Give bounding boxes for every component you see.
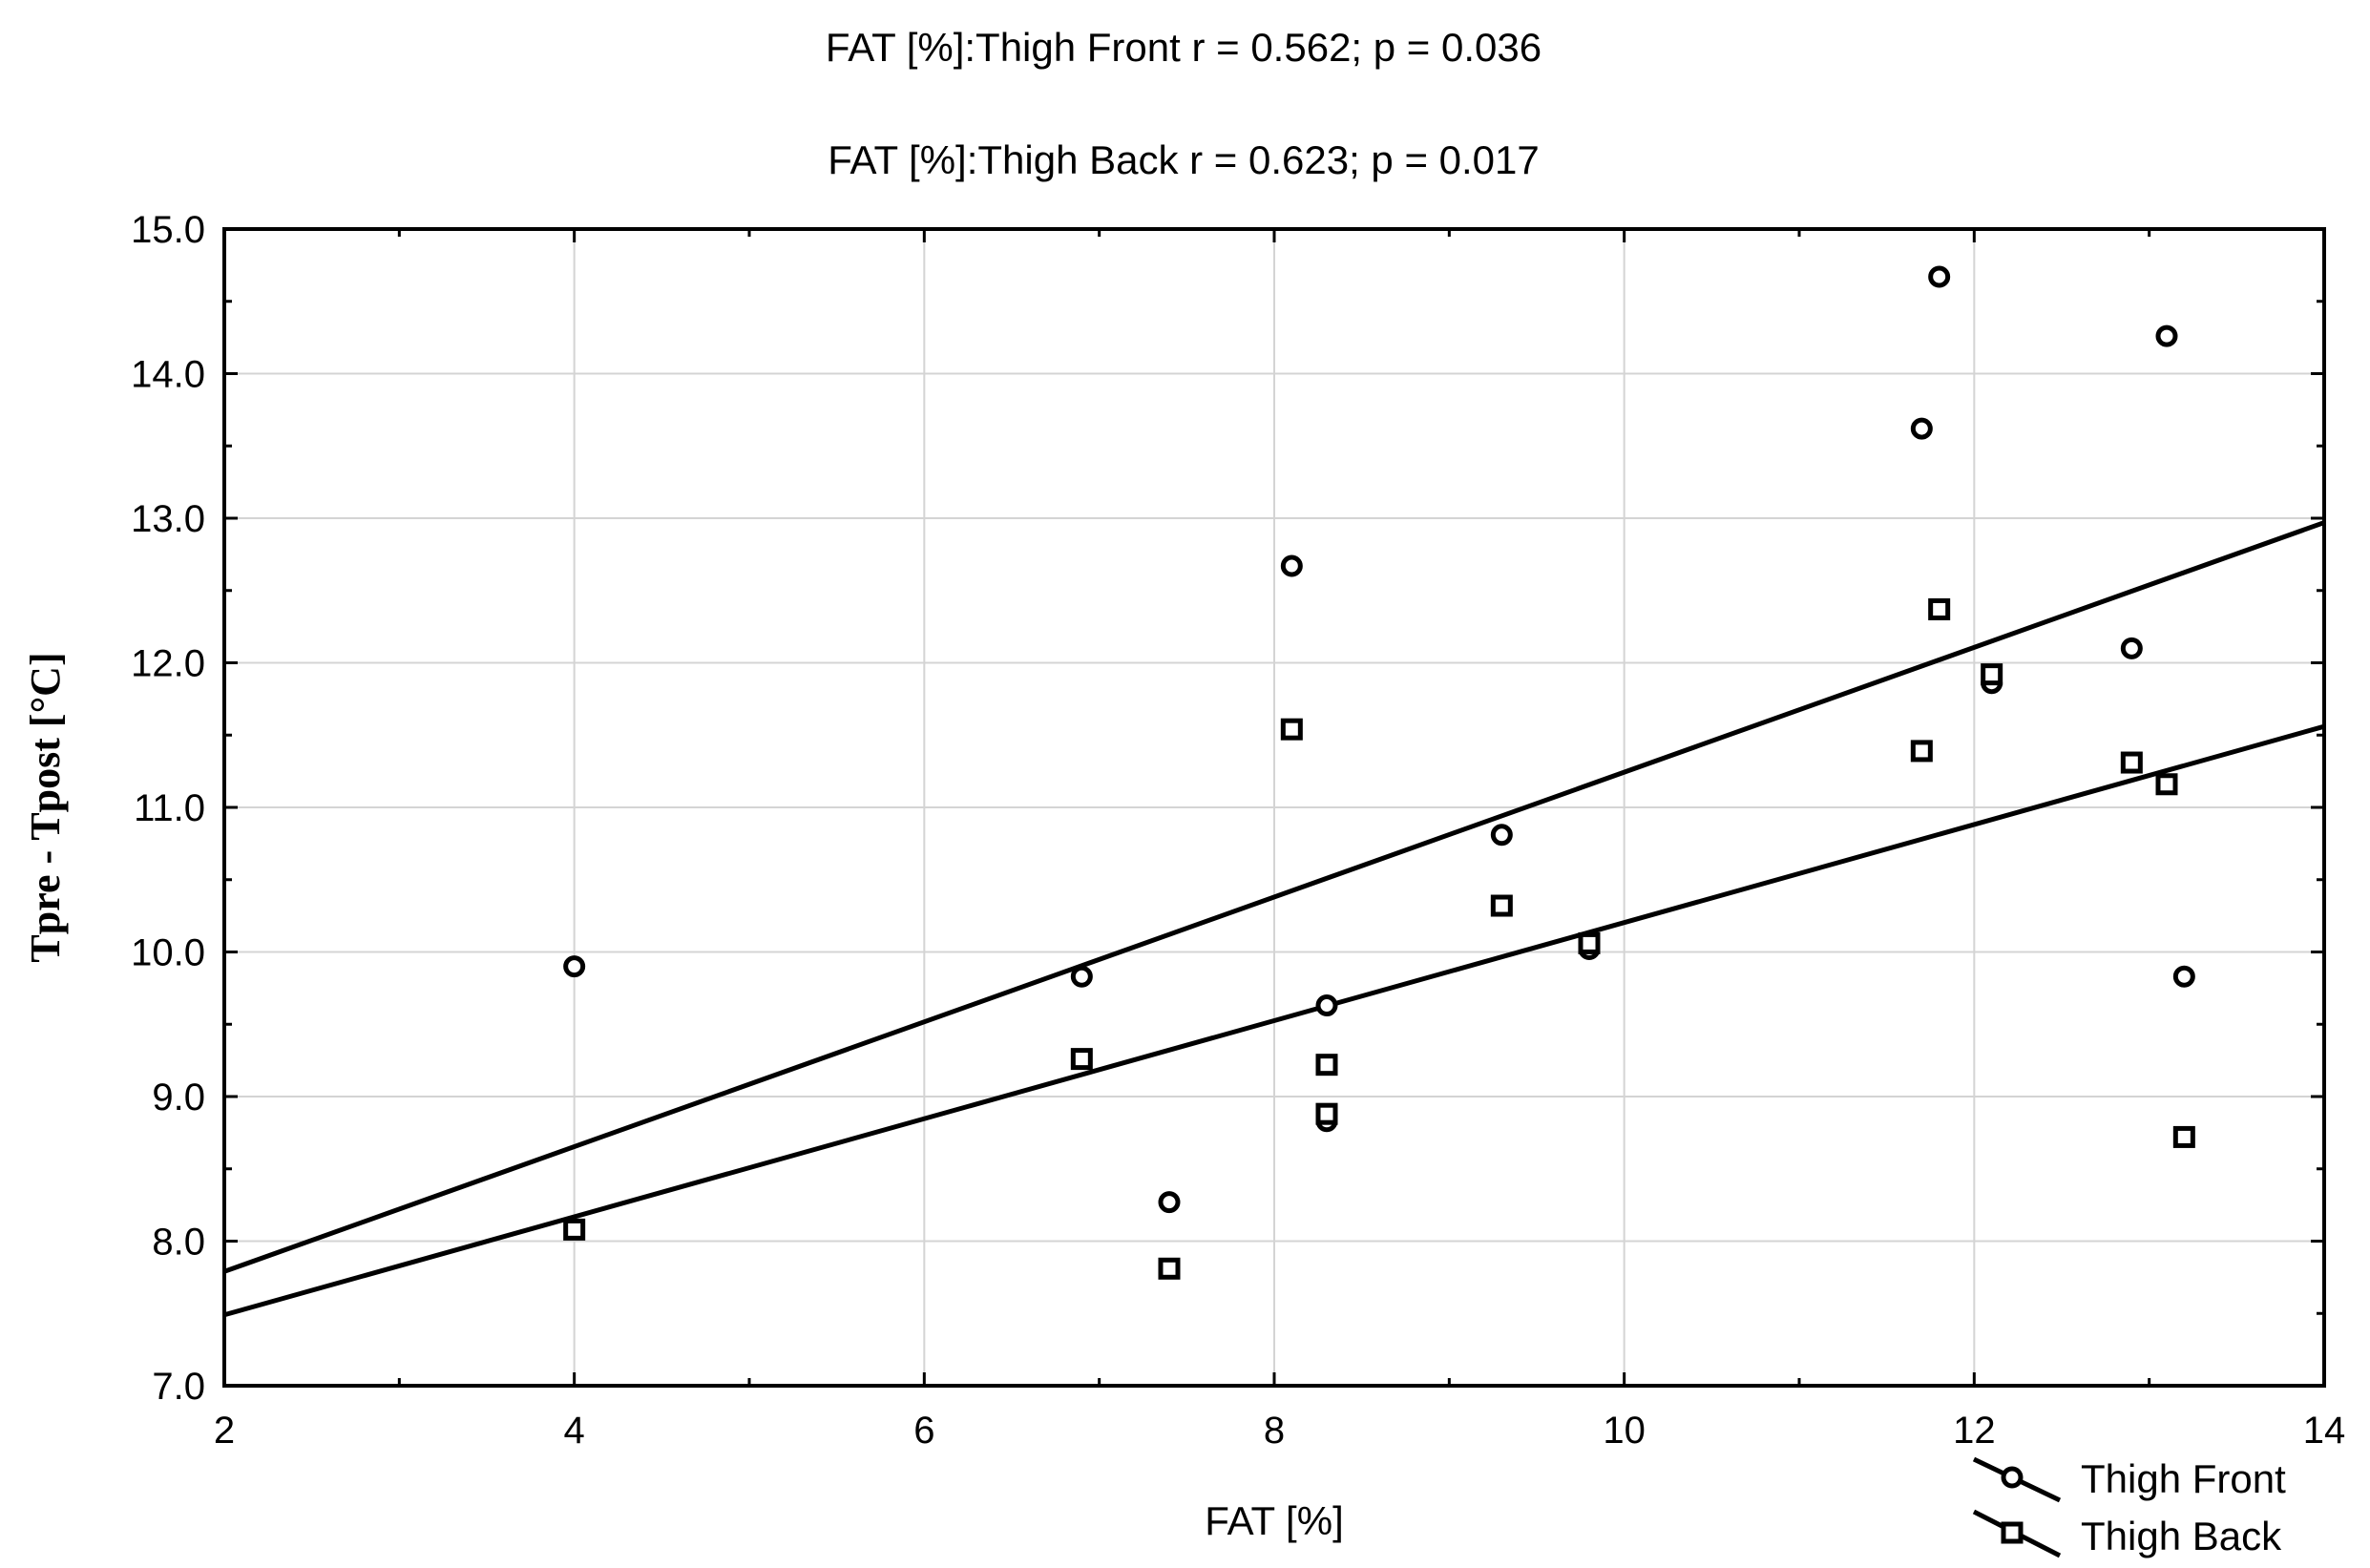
title-line-1: FAT [%]:Thigh Front r = 0.562; p = 0.036 <box>826 25 1542 70</box>
legend-marker-circle <box>2001 1466 2024 1489</box>
y-tick-label: 15.0 <box>131 209 205 251</box>
point-thigh-back <box>2172 1125 2195 1148</box>
point-thigh-front <box>1928 265 1951 288</box>
data-points <box>563 265 2195 1280</box>
point-thigh-front <box>2120 637 2143 659</box>
point-thigh-back <box>1158 1257 1181 1280</box>
x-tick-label: 12 <box>1953 1410 1996 1452</box>
point-thigh-back <box>1578 931 1601 954</box>
point-thigh-back <box>1910 740 1933 763</box>
title-line-2: FAT [%]:Thigh Back r = 0.623; p = 0.017 <box>828 137 1540 182</box>
y-tick-label: 11.0 <box>134 787 205 829</box>
legend-label-thigh-back: Thigh Back <box>2081 1514 2282 1558</box>
legend-label-thigh-front: Thigh Front <box>2081 1456 2286 1501</box>
legend: Thigh Front Thigh Back <box>1972 1456 2286 1558</box>
y-tick-label: 12.0 <box>131 643 205 685</box>
axis-ticks <box>222 227 2326 1388</box>
point-thigh-back <box>2120 751 2143 774</box>
chart-title: FAT [%]:Thigh Front r = 0.562; p = 0.036… <box>826 25 1542 182</box>
point-thigh-front <box>2155 324 2178 347</box>
x-tick-label: 6 <box>913 1410 934 1452</box>
point-thigh-front <box>2172 965 2195 988</box>
legend-item-thigh-back: Thigh Back <box>1972 1509 2282 1558</box>
x-tick-label: 2 <box>214 1410 235 1452</box>
y-tick-label: 8.0 <box>152 1222 205 1264</box>
y-tick-label: 7.0 <box>152 1366 205 1408</box>
point-thigh-front <box>1910 417 1933 440</box>
legend-item-thigh-front: Thigh Front <box>1972 1456 2286 1503</box>
point-thigh-front <box>1158 1191 1181 1214</box>
point-thigh-front <box>1315 994 1338 1017</box>
legend-marker-square <box>2001 1521 2024 1544</box>
point-thigh-back <box>1315 1102 1338 1125</box>
point-thigh-front <box>1490 824 1513 847</box>
point-thigh-front <box>563 955 586 978</box>
y-tick-label: 10.0 <box>131 932 205 974</box>
y-axis-label: Tpre - Tpost [°C] <box>22 652 69 962</box>
y-tick-labels: 7.0 8.0 9.0 10.0 11.0 12.0 13.0 14.0 15.0 <box>131 209 205 1408</box>
point-thigh-back <box>1928 597 1951 620</box>
point-thigh-front <box>1280 554 1303 577</box>
point-thigh-back <box>1315 1054 1338 1077</box>
y-tick-label: 14.0 <box>131 354 205 396</box>
grid <box>224 229 2324 1386</box>
y-tick-label: 9.0 <box>152 1077 205 1119</box>
x-tick-label: 4 <box>564 1410 585 1452</box>
y-tick-label: 13.0 <box>131 498 205 540</box>
point-thigh-front <box>1070 965 1093 988</box>
x-tick-label: 10 <box>1603 1410 1646 1452</box>
regression-lines <box>223 520 2325 1318</box>
point-thigh-back <box>563 1218 586 1241</box>
point-thigh-back <box>2155 773 2178 796</box>
x-axis-label: FAT [%] <box>1205 1498 1343 1543</box>
fit-line-thigh-back <box>223 723 2325 1318</box>
x-tick-label: 8 <box>1264 1410 1285 1452</box>
point-thigh-back <box>1070 1048 1093 1071</box>
point-thigh-back <box>1490 894 1513 917</box>
fit-line-thigh-front <box>223 520 2325 1274</box>
x-tick-labels: 2 4 6 8 10 12 14 <box>214 1410 2345 1452</box>
point-thigh-back <box>1280 718 1303 741</box>
x-tick-label: 14 <box>2303 1410 2346 1452</box>
point-thigh-back <box>1981 663 2003 686</box>
